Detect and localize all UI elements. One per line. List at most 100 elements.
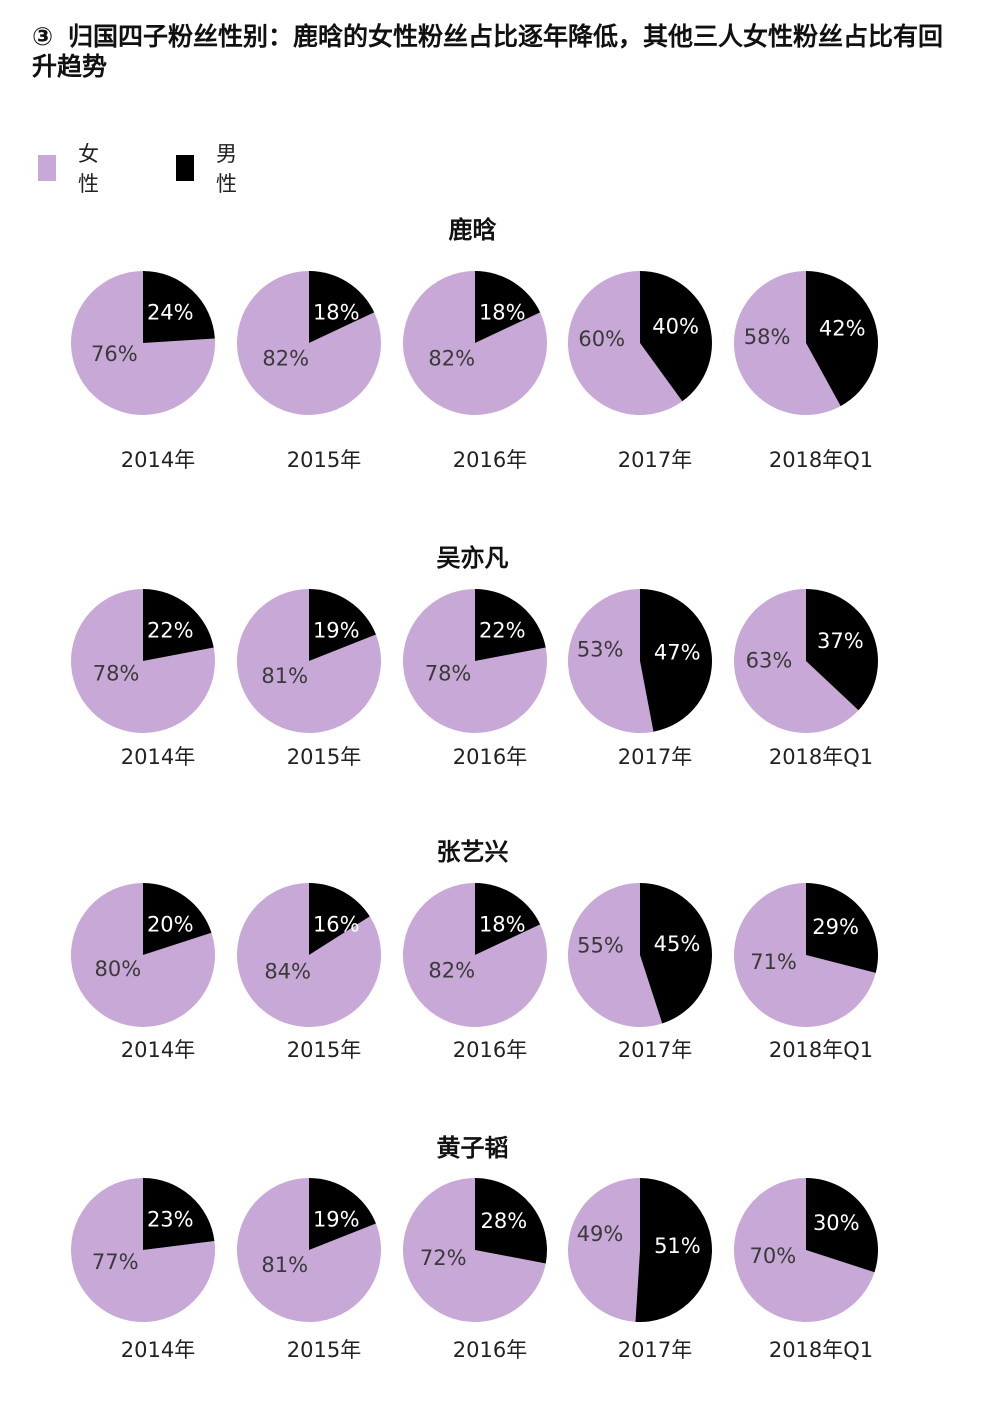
data-label-male: 23% [147,1207,194,1231]
year-label: 2017年 [617,1038,693,1062]
pie-slice-male [309,1178,376,1250]
group-title: 张艺兴 [436,838,509,866]
legend-swatch-male [176,155,194,181]
pie-slice-female [71,883,216,1027]
data-label-male: 29% [812,915,859,939]
data-label-male: 18% [479,300,526,324]
pie-slice-male [640,883,712,1024]
pie-slice-male [635,1178,712,1322]
data-label-male: 19% [313,618,360,642]
year-label: 2018年Q1 [768,1338,874,1362]
data-label-female: 81% [261,1253,308,1277]
data-label-female: 80% [94,957,141,981]
year-label: 2017年 [617,448,693,472]
data-label-male: 19% [313,1207,360,1231]
data-label-male: 18% [479,912,526,936]
pie-slice-male [143,588,214,661]
pie-slice-female [567,1178,640,1322]
year-label: 2014年 [120,745,196,769]
group-title: 黄子韬 [436,1134,509,1162]
legend-item-female: 女性 [38,138,107,198]
year-label: 2017年 [617,745,693,769]
legend-swatch-female [38,155,56,181]
pie-slice-male [640,271,712,402]
pie-slice-female [567,883,663,1027]
chart-title: ③ 归国四子粉丝性别：鹿晗的女性粉丝占比逐年降低，其他三人女性粉丝占比有回升趋势 [32,22,962,82]
pie-slice-male [475,883,541,955]
data-label-male: 40% [652,314,699,338]
year-label: 2016年 [452,1038,528,1062]
pie-slice-male [309,589,376,661]
data-label-male: 24% [147,300,194,324]
year-label: 2015年 [286,1038,362,1062]
year-label: 2018年Q1 [768,1038,874,1062]
year-label: 2014年 [120,1038,196,1062]
group-title: 吴亦凡 [436,544,509,572]
pie-slice-male [143,271,215,343]
pie-slice-male [309,271,375,343]
data-label-male: 16% [313,912,360,936]
year-label: 2016年 [452,1338,528,1362]
data-label-male: 42% [819,317,866,341]
title-number: ③ [32,22,54,51]
pie-slice-male [475,589,546,661]
data-label-female: 82% [428,346,475,370]
year-label: 2016年 [452,448,528,472]
data-label-female: 78% [93,662,140,686]
year-label: 2014年 [120,448,196,472]
pie-slice-female [568,589,654,733]
data-label-female: 63% [746,648,793,672]
data-label-male: 51% [654,1234,701,1258]
pie-slice-male [143,883,212,955]
pie-slice-male [143,1178,215,1250]
pie-slice-male [806,883,878,973]
group-title: 鹿晗 [448,216,497,244]
pie-slice-male [475,1178,547,1264]
data-label-male: 45% [654,932,701,956]
legend-label-male: 男性 [215,142,237,196]
title-text: 归国四子粉丝性别：鹿晗的女性粉丝占比逐年降低，其他三人女性粉丝占比有回升趋势 [32,22,944,81]
year-label: 2015年 [286,448,362,472]
data-label-female: 78% [425,662,472,686]
year-label: 2018年Q1 [768,448,874,472]
data-label-female: 76% [91,342,138,366]
year-label: 2015年 [286,745,362,769]
year-label: 2016年 [452,745,528,769]
data-label-male: 22% [147,618,194,642]
pie-slice-male [475,271,541,343]
data-label-male: 20% [147,912,194,936]
pie-slice-male [640,589,713,732]
year-label: 2017年 [617,1338,693,1362]
legend-label-female: 女性 [77,142,99,196]
data-label-female: 82% [428,958,475,982]
pie-slice-male [806,271,878,407]
year-label: 2018年Q1 [768,745,874,769]
data-label-male: 18% [313,300,360,324]
data-label-female: 82% [262,346,309,370]
pie-slice-female [734,589,859,733]
pie-slice-male [806,1178,879,1273]
pie-slice-female [734,1178,875,1322]
year-label: 2015年 [286,1338,362,1362]
pie-slice-female [403,1178,546,1322]
data-label-male: 30% [813,1211,860,1235]
pie-slice-male [309,883,370,955]
pie-slice-female [403,883,547,1027]
data-label-female: 53% [577,637,624,661]
data-label-male: 22% [479,618,526,642]
data-label-female: 58% [744,325,791,349]
data-label-female: 84% [264,960,311,984]
data-label-male: 47% [654,640,701,664]
pie-slice-female [403,271,547,415]
pie-slice-female [734,883,876,1027]
data-label-female: 81% [261,664,308,688]
data-label-female: 60% [578,327,625,351]
data-label-female: 71% [750,950,797,974]
data-label-female: 49% [577,1222,624,1246]
year-label: 2014年 [120,1338,196,1362]
data-label-female: 72% [420,1246,467,1270]
data-label-female: 55% [577,934,624,958]
legend-item-male: 男性 [176,138,245,198]
data-label-male: 28% [481,1209,528,1233]
